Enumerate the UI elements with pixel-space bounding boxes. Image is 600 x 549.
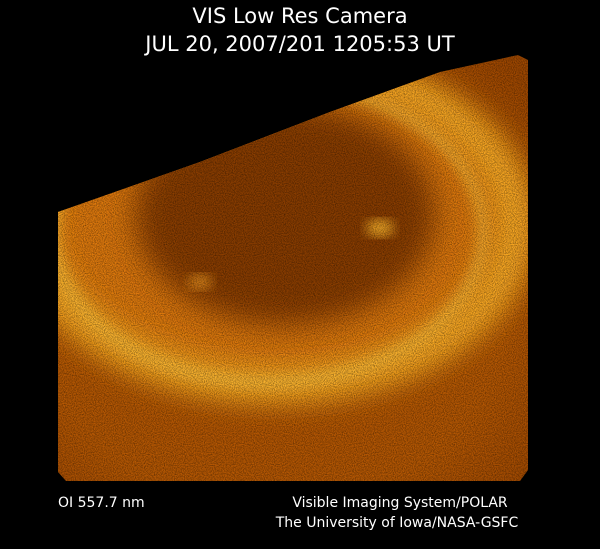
image-noise <box>58 55 528 481</box>
credit-line: Visible Imaging System/POLAR <box>292 495 508 511</box>
timestamp: JUL 20, 2007/201 1205:53 UT <box>143 32 455 56</box>
filter-label: OI 557.7 nm <box>58 495 145 511</box>
camera-image <box>58 55 528 481</box>
credit-line: The University of Iowa/NASA-GSFC <box>275 515 519 531</box>
title: VIS Low Res Camera <box>192 4 407 28</box>
